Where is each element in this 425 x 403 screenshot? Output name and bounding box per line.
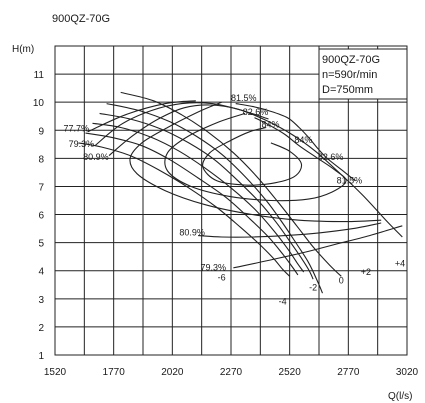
x-tick-label: 3020 — [396, 367, 419, 378]
blade-angle-curve — [106, 103, 324, 294]
blade-angle-curve — [92, 122, 305, 273]
efficiency-curve — [233, 225, 403, 269]
efficiency-curve — [198, 222, 382, 238]
efficiency-label: 79.3% — [69, 139, 95, 149]
efficiency-curve — [202, 126, 303, 186]
y-tick-label: 8 — [38, 154, 44, 165]
efficiency-label: 80.9% — [83, 152, 109, 162]
efficiency-label: 79.3% — [200, 263, 226, 273]
info-box-speed: n=590r/min — [322, 69, 377, 81]
y-tick-label: 2 — [38, 323, 44, 334]
blade-angle-curve — [99, 112, 314, 280]
y-tick-label: 4 — [38, 267, 44, 278]
y-tick-label: 10 — [33, 98, 45, 109]
x-tick-label: 2020 — [161, 367, 184, 378]
blade-angle-label: -2 — [309, 282, 317, 292]
efficiency-label: 82.6% — [243, 107, 269, 117]
efficiency-curve — [108, 104, 403, 238]
x-tick-label: 1770 — [103, 367, 126, 378]
y-axis-label: H(m) — [12, 44, 34, 55]
curve-labels: 77.7% 79.3% 80.9% 81.5% 82.6% 84% 84% 82.6% 81.5… — [63, 93, 405, 307]
x-tick-label: 2520 — [279, 367, 302, 378]
efficiency-curve — [87, 100, 196, 133]
y-tick-label: 9 — [38, 126, 44, 137]
blade-angle-curves — [78, 91, 342, 294]
efficiency-label: 82.6% — [318, 152, 344, 162]
blade-angle-label: +4 — [395, 259, 405, 269]
x-tick-label: 2770 — [337, 367, 360, 378]
efficiency-label: 81.5% — [337, 176, 363, 186]
efficiency-label: 81.5% — [231, 93, 257, 103]
x-axis-label: Q(l/s) — [388, 391, 412, 402]
efficiency-curve — [235, 103, 356, 182]
chart-title: 900QZ-70G — [52, 13, 110, 25]
efficiency-label: 80.9% — [179, 228, 205, 238]
x-tick-label: 2270 — [220, 367, 243, 378]
y-tick-labels: 1 2 3 4 5 6 7 8 9 10 11 — [33, 70, 45, 362]
x-tick-labels: 1520 1770 2020 2270 2520 2770 3020 — [44, 367, 419, 378]
blade-angle-curve — [120, 91, 342, 277]
info-box-frame — [318, 48, 408, 100]
efficiency-label: 84% — [262, 119, 280, 129]
y-tick-label: 1 — [38, 351, 44, 362]
blade-angle-label: -4 — [279, 296, 287, 306]
y-tick-label: 5 — [38, 239, 44, 250]
y-tick-label: 3 — [38, 295, 44, 306]
efficiency-curves — [87, 100, 403, 269]
info-box: 900QZ-70G n=590r/min D=750mm — [318, 48, 408, 100]
blade-angle-label: +2 — [361, 267, 371, 277]
y-tick-label: 7 — [38, 182, 44, 193]
y-tick-label: 11 — [34, 70, 45, 81]
y-tick-label: 6 — [38, 211, 44, 222]
info-box-model: 900QZ-70G — [322, 54, 380, 66]
info-box-diameter: D=750mm — [322, 84, 373, 96]
blade-angle-curve — [78, 142, 291, 277]
x-tick-label: 1520 — [44, 367, 67, 378]
blade-angle-label: 0 — [339, 275, 344, 285]
efficiency-curve — [129, 101, 382, 223]
efficiency-label: 77.7% — [63, 124, 89, 134]
efficiency-label: 84% — [294, 135, 312, 145]
blade-angle-label: -6 — [218, 273, 226, 283]
blade-angle-curve — [85, 132, 299, 276]
efficiency-curve — [164, 112, 347, 202]
